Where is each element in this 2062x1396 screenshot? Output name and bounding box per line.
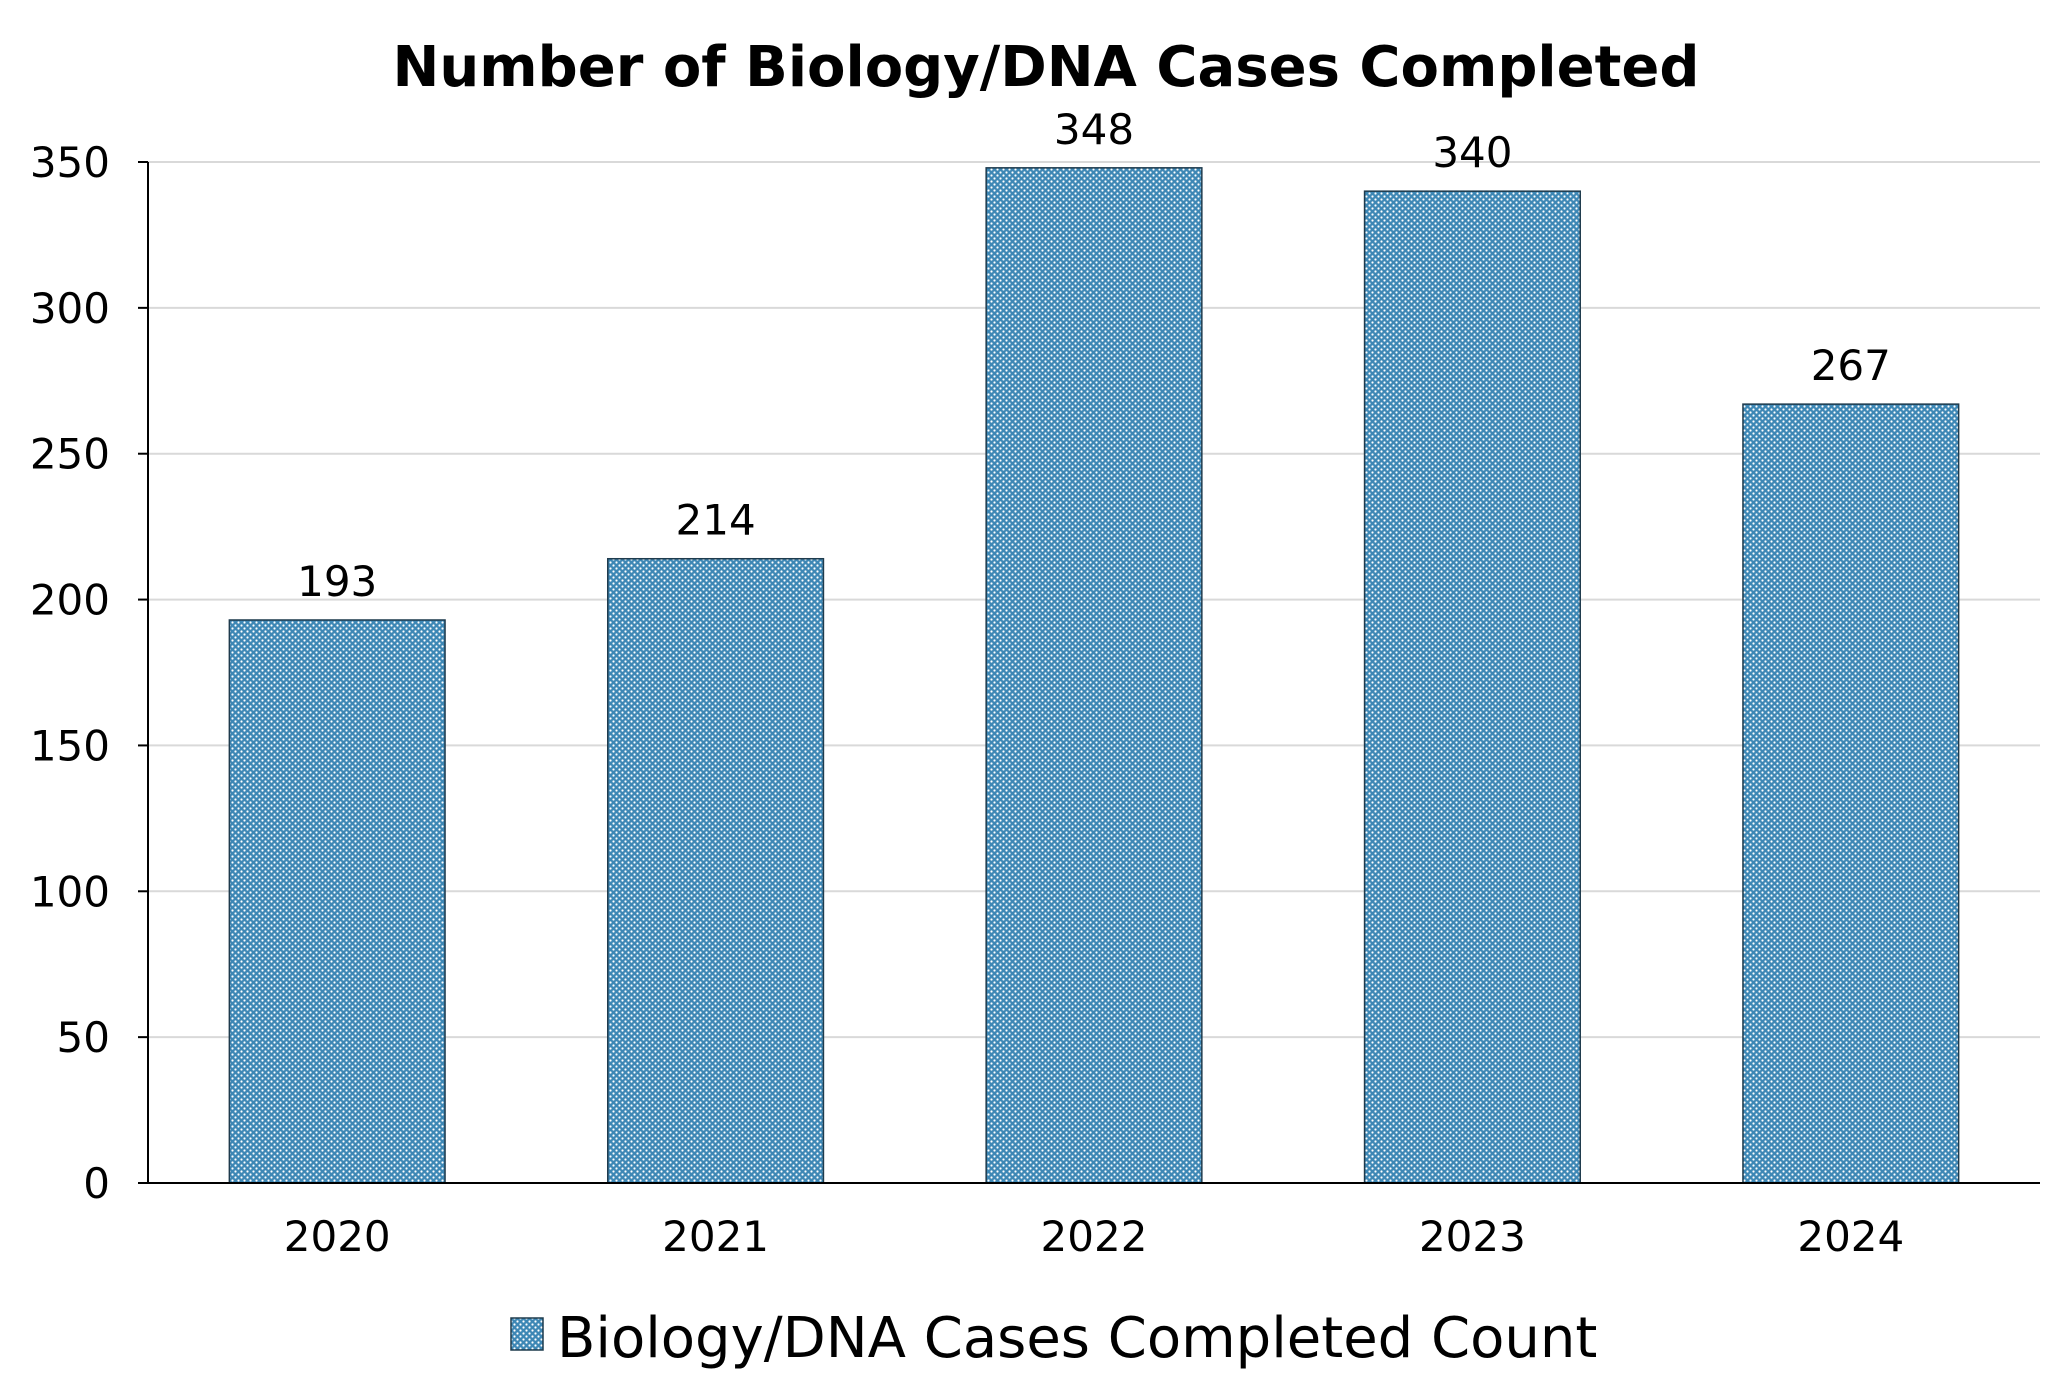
data-label-2022: 348 <box>1054 105 1134 154</box>
data-label-2020: 193 <box>297 557 377 606</box>
axes <box>138 161 2040 1184</box>
data-label-2024: 267 <box>1811 341 1891 390</box>
y-tick-label-350: 350 <box>30 138 110 187</box>
bar-2020 <box>228 619 446 1184</box>
y-tick-label-200: 200 <box>30 576 110 625</box>
y-tick-label-150: 150 <box>30 721 110 770</box>
x-tick-label-2022: 2022 <box>1041 1212 1148 1261</box>
bar-2022 <box>985 167 1203 1184</box>
y-tick-label-300: 300 <box>30 284 110 333</box>
chart-title: Number of Biology/DNA Cases Completed <box>393 35 1700 100</box>
x-tick-label-2020: 2020 <box>284 1212 391 1261</box>
legend-swatch <box>510 1317 544 1351</box>
bar-2024 <box>1742 403 1960 1184</box>
data-label-2021: 214 <box>676 496 756 545</box>
y-tick-label-0: 0 <box>83 1159 110 1208</box>
x-tick-label-2023: 2023 <box>1419 1212 1526 1261</box>
data-label-2023: 340 <box>1432 128 1512 177</box>
labels: 0 50 100 150 200 250 300 350 193 2020 214 2021 348 20… <box>30 105 1904 1261</box>
y-tick-label-250: 250 <box>30 430 110 479</box>
legend-label: Biology/DNA Cases Completed Count <box>557 1306 1597 1371</box>
bars <box>228 167 1960 1184</box>
x-tick-label-2021: 2021 <box>662 1212 769 1261</box>
bar-2023 <box>1363 190 1581 1184</box>
y-tick-label-50: 50 <box>57 1013 110 1062</box>
legend: Biology/DNA Cases Completed Count <box>510 1306 1597 1371</box>
bar-2021 <box>607 557 825 1184</box>
y-tick-label-100: 100 <box>30 867 110 916</box>
x-tick-label-2024: 2024 <box>1797 1212 1904 1261</box>
